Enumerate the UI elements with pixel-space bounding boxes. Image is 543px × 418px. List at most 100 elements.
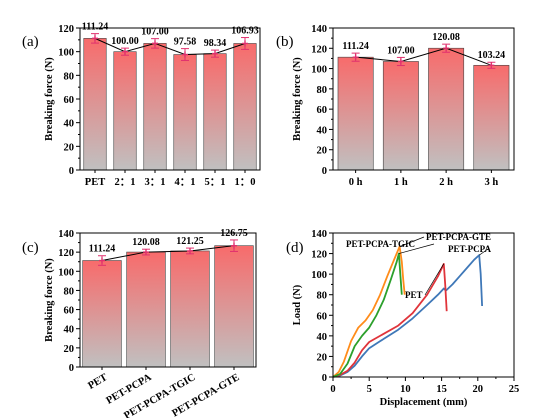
panel-b-ytick-label: 0: [322, 166, 327, 177]
panel-d-xtick-label: 5: [367, 384, 372, 395]
panel-d-annotation-leader: [424, 263, 445, 296]
panel-b-marker: [352, 54, 359, 61]
panel-a-marker: [212, 50, 218, 57]
panel-c-xtick-label: PET: [86, 372, 109, 392]
panel-c-ytick-label: 140: [58, 229, 74, 240]
panel-a-marker: [242, 40, 248, 47]
panel-d-ytick-label: 120: [311, 250, 327, 261]
panel-d-series-line: [332, 254, 483, 378]
panel-a-trend-line: [94, 37, 246, 56]
panel-c-marker: [231, 242, 237, 249]
panel-b-ytick-label: 60: [317, 105, 328, 116]
panel-d-ytick-label: 60: [317, 311, 328, 322]
panel-a-marker: [92, 35, 98, 42]
panel-b-ytick-label: 140: [311, 24, 327, 35]
panel-b-value-label: 103.24: [478, 50, 506, 61]
panel-c-bar: [170, 250, 210, 368]
panel-c-bar: [126, 251, 166, 368]
panel-b-bar: [473, 64, 510, 171]
panel-b-ytick-label: 80: [317, 85, 328, 96]
panel-d-annotation: PET-PCPA-TGIC: [346, 239, 415, 249]
panel-c-bar: [82, 260, 122, 368]
panel-a-marker: [182, 51, 188, 58]
panel-a-marker: [152, 40, 158, 47]
panel-b-value-label: 111.24: [342, 41, 368, 52]
panel-c-trend-line: [101, 245, 235, 262]
panel-a-value-label: 107.00: [141, 27, 169, 38]
panel-d-annotation-leader: [479, 248, 489, 256]
panel-a-xtick-label: 3：1: [145, 177, 166, 188]
panel-d-ytick-label: 100: [311, 270, 327, 281]
panel-b-ylabel: Breaking force (N): [292, 57, 303, 141]
panel-b-marker: [488, 62, 495, 69]
panel-a-bar: [143, 43, 167, 171]
panel-b-xtick-label: 0 h: [349, 177, 363, 188]
panel-d-ytick-label: 80: [317, 291, 328, 302]
panel-a-ytick-label: 0: [69, 166, 74, 177]
panel-a-bar: [203, 53, 227, 171]
panel-d-xtick-label: 15: [436, 384, 447, 395]
panel-d-label: (d): [286, 240, 304, 256]
panel-c-label: (c): [22, 240, 39, 256]
panel-b-xtick-label: 2 h: [439, 177, 453, 188]
panel-a-frame: [79, 27, 261, 171]
panel-d-xlabel: Displacement (mm): [380, 397, 468, 408]
panel-d-ytick-label: 0: [322, 373, 327, 384]
panel-b-value-label: 120.08: [432, 32, 460, 43]
panel-d-ytick-label: 20: [317, 352, 328, 363]
panel-b-marker: [397, 58, 404, 65]
panel-d: (d) 0 20 40 60 80 100 120 140 Load (N) 0 5 10 15 20 25 D…: [286, 229, 519, 408]
panel-a-ytick-label: 120: [58, 24, 74, 35]
panel-c-ytick-label: 40: [64, 325, 75, 336]
panel-c-ytick-label: 0: [69, 363, 74, 374]
panel-c-value-label: 121.25: [176, 236, 204, 247]
panel-a-label: (a): [22, 34, 39, 50]
panel-c-ytick-label: 60: [64, 306, 75, 317]
panel-a-bar: [113, 51, 137, 171]
panel-a-ytick-label: 80: [64, 71, 75, 82]
panel-a-value-label: 106.93: [231, 26, 259, 37]
panel-a-value-label: 97.58: [174, 37, 197, 48]
panel-c: (c) 0 20 40 60 80 100 120 140 Breaking force (N) 1…: [22, 228, 257, 418]
panel-b-bar: [337, 56, 374, 171]
panel-a-ytick-label: 100: [58, 48, 74, 59]
panel-d-frame: [332, 232, 515, 378]
panel-b-bar: [428, 47, 465, 171]
panel-a-xtick-label: PET: [85, 177, 105, 188]
panel-c-marker: [99, 257, 105, 264]
panel-d-xtick-label: 25: [509, 384, 520, 395]
panel-d-annotation: PET: [405, 290, 423, 300]
panel-d-annotation-leader: [399, 236, 425, 247]
panel-c-ytick-label: 120: [58, 248, 74, 259]
panel-b-xtick-label: 1 h: [394, 177, 408, 188]
panel-b-trend-line: [355, 47, 492, 66]
panel-d-xtick-label: 0: [330, 384, 335, 395]
panel-d-ytick-label: 140: [311, 229, 327, 240]
panel-b-ytick-label: 40: [317, 125, 328, 136]
panel-a-bar: [233, 43, 257, 171]
panel-d-xtick-label: 20: [473, 384, 484, 395]
panel-c-value-label: 120.08: [132, 237, 160, 248]
panel-b-ytick-label: 100: [311, 65, 327, 76]
panel-c-ytick-label: 100: [58, 267, 74, 278]
panel-a-xtick-label: 5：1: [205, 177, 226, 188]
panel-a-bar: [83, 38, 107, 171]
panel-c-frame: [79, 232, 257, 368]
panel-a-bar: [173, 54, 197, 171]
panel-a-marker: [122, 48, 128, 55]
panel-a-ylabel: Breaking force (N): [44, 57, 55, 141]
panel-a-value-label: 100.00: [111, 36, 139, 47]
panel-d-xtick-label: 10: [400, 384, 411, 395]
panel-b-xtick-label: 3 h: [485, 177, 499, 188]
panel-d-annotation: PET-PCPA-GTE: [426, 232, 491, 242]
panel-d-annotation: PET-PCPA: [448, 244, 492, 254]
panel-d-annotation-leader: [398, 243, 435, 254]
panel-b-value-label: 107.00: [387, 45, 415, 56]
panel-a-xtick-label: 2：1: [115, 177, 136, 188]
panel-d-series-line: [332, 252, 403, 378]
panel-a-ytick-label: 40: [64, 119, 75, 130]
panel-d-ylabel: Load (N): [292, 284, 303, 325]
panel-c-value-label: 111.24: [89, 244, 115, 255]
panel-c-ytick-label: 20: [64, 344, 75, 355]
